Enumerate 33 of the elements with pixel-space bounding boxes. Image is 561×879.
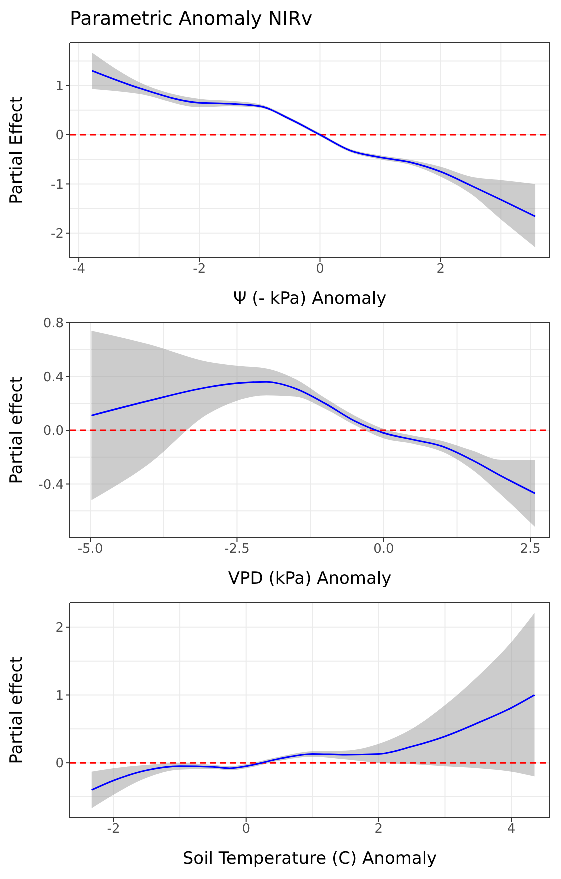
x-axis-title: VPD (kPa) Anomaly [228, 569, 392, 589]
line-series [91, 694, 536, 791]
x-tick-label: 2.5 [520, 542, 541, 558]
x-tick-label: 2 [436, 262, 445, 278]
x-tick-label: -2 [193, 262, 206, 278]
x-tick-label: -2.5 [224, 542, 250, 558]
y-axis-title: Partial effect [7, 656, 28, 764]
y-tick-label: 0 [56, 756, 64, 772]
x-tick-label: 4 [507, 822, 516, 838]
y-axis-title: Partial effect [7, 376, 28, 484]
y-tick-label: 0.8 [43, 316, 64, 332]
y-tick-label: -2 [51, 227, 64, 242]
x-tick-label: -4 [72, 262, 86, 278]
y-tick-label: 0.0 [43, 424, 64, 440]
y-tick-label: 0 [56, 128, 64, 144]
x-tick-label: 0.0 [374, 542, 394, 558]
line-series [90, 381, 536, 494]
x-axis-title: Ψ (- kPa) Anomaly [233, 289, 387, 309]
y-tick-label: 1 [56, 79, 64, 94]
x-tick-label: 0 [242, 822, 250, 838]
x-tick-label: -2 [107, 822, 120, 838]
x-axis-title: Soil Temperature (C) Anomaly [182, 849, 438, 869]
x-tick-label: -5.0 [78, 542, 104, 558]
x-tick-label: 2 [374, 822, 384, 838]
y-tick-label: -0.4 [38, 478, 64, 493]
line-series [92, 70, 536, 218]
chart-title: Parametric Anomaly NIRv [70, 8, 314, 32]
y-axis-title: Partial Effect [7, 96, 28, 204]
y-tick-label: 2 [56, 621, 64, 636]
y-tick-label: 0.4 [43, 370, 64, 386]
y-tick-label: -1 [51, 178, 64, 193]
x-tick-label: 0 [316, 262, 324, 278]
y-tick-label: 1 [56, 688, 64, 704]
